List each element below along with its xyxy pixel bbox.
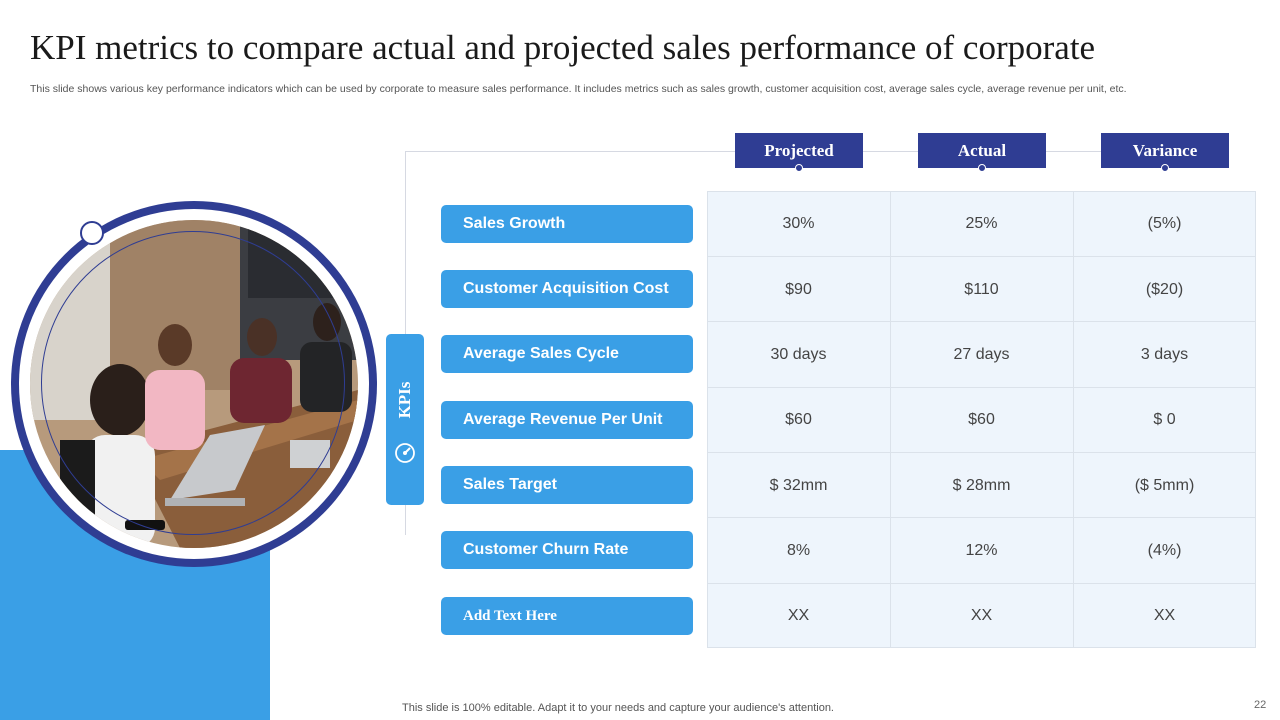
kpis-label: KPIs bbox=[395, 381, 414, 419]
page-number: 22 bbox=[1254, 699, 1267, 711]
cell-actual: $110 bbox=[964, 280, 999, 298]
connector-line-left-lower bbox=[405, 505, 406, 535]
table-divider bbox=[707, 387, 1256, 388]
photo-thin-ring bbox=[41, 231, 345, 535]
cell-projected: 30% bbox=[782, 214, 815, 232]
table-divider bbox=[890, 191, 891, 648]
gauge-icon bbox=[394, 442, 416, 469]
cell-variance: $ 0 bbox=[1153, 410, 1176, 428]
kpi-average-revenue-per-unit: Average Revenue Per Unit bbox=[441, 401, 693, 439]
kpi-customer-acquisition-cost: Customer Acquisition Cost bbox=[441, 270, 693, 308]
header-actual-label: Actual bbox=[957, 140, 1007, 160]
kpis-side-tab: KPIs bbox=[386, 334, 424, 505]
cell-actual: 27 days bbox=[953, 345, 1010, 363]
cell-actual: 25% bbox=[965, 214, 998, 232]
cell-actual: $60 bbox=[968, 410, 995, 428]
header-projected: Projected bbox=[735, 133, 863, 172]
cell-variance: XX bbox=[1153, 606, 1176, 624]
ring-dot bbox=[80, 221, 104, 245]
header-variance: Variance bbox=[1101, 133, 1229, 172]
cell-projected: $90 bbox=[785, 280, 812, 298]
header-dot bbox=[978, 164, 986, 172]
header-variance-label: Variance bbox=[1132, 140, 1198, 160]
cell-projected: 30 days bbox=[770, 345, 827, 363]
slide-footer: This slide is 100% editable. Adapt it to… bbox=[402, 702, 834, 714]
connector-line-top bbox=[405, 151, 735, 152]
table-divider bbox=[1073, 191, 1074, 648]
cell-variance: (4%) bbox=[1147, 541, 1182, 559]
cell-projected: $ 32mm bbox=[769, 476, 828, 494]
slide-title: KPI metrics to compare actual and projec… bbox=[30, 28, 1096, 67]
cell-actual: $ 28mm bbox=[952, 476, 1011, 494]
header-dot bbox=[1161, 164, 1169, 172]
table-divider bbox=[707, 583, 1256, 584]
cell-variance: (5%) bbox=[1147, 214, 1182, 232]
kpi-sales-growth: Sales Growth bbox=[441, 205, 693, 243]
kpi-sales-target: Sales Target bbox=[441, 466, 693, 504]
table-divider bbox=[707, 321, 1256, 322]
header-projected-label: Projected bbox=[764, 140, 834, 160]
kpi-customer-churn-rate: Customer Churn Rate bbox=[441, 531, 693, 569]
kpi-average-sales-cycle: Average Sales Cycle bbox=[441, 335, 693, 373]
connector-line-left bbox=[405, 151, 406, 334]
cell-projected: $60 bbox=[785, 410, 812, 428]
cell-projected: XX bbox=[787, 606, 810, 624]
cell-projected: 8% bbox=[786, 541, 811, 559]
header-dot bbox=[795, 164, 803, 172]
cell-variance: 3 days bbox=[1140, 345, 1189, 363]
values-table bbox=[707, 191, 1256, 648]
cell-variance: ($20) bbox=[1145, 280, 1184, 298]
slide-subtitle: This slide shows various key performance… bbox=[30, 83, 1127, 95]
header-actual: Actual bbox=[918, 133, 1046, 172]
table-divider bbox=[707, 517, 1256, 518]
table-divider bbox=[707, 256, 1256, 257]
cell-variance: ($ 5mm) bbox=[1134, 476, 1195, 494]
kpi-add-text-here: Add Text Here bbox=[441, 597, 693, 635]
cell-actual: 12% bbox=[965, 541, 998, 559]
table-divider bbox=[707, 452, 1256, 453]
cell-actual: XX bbox=[970, 606, 993, 624]
